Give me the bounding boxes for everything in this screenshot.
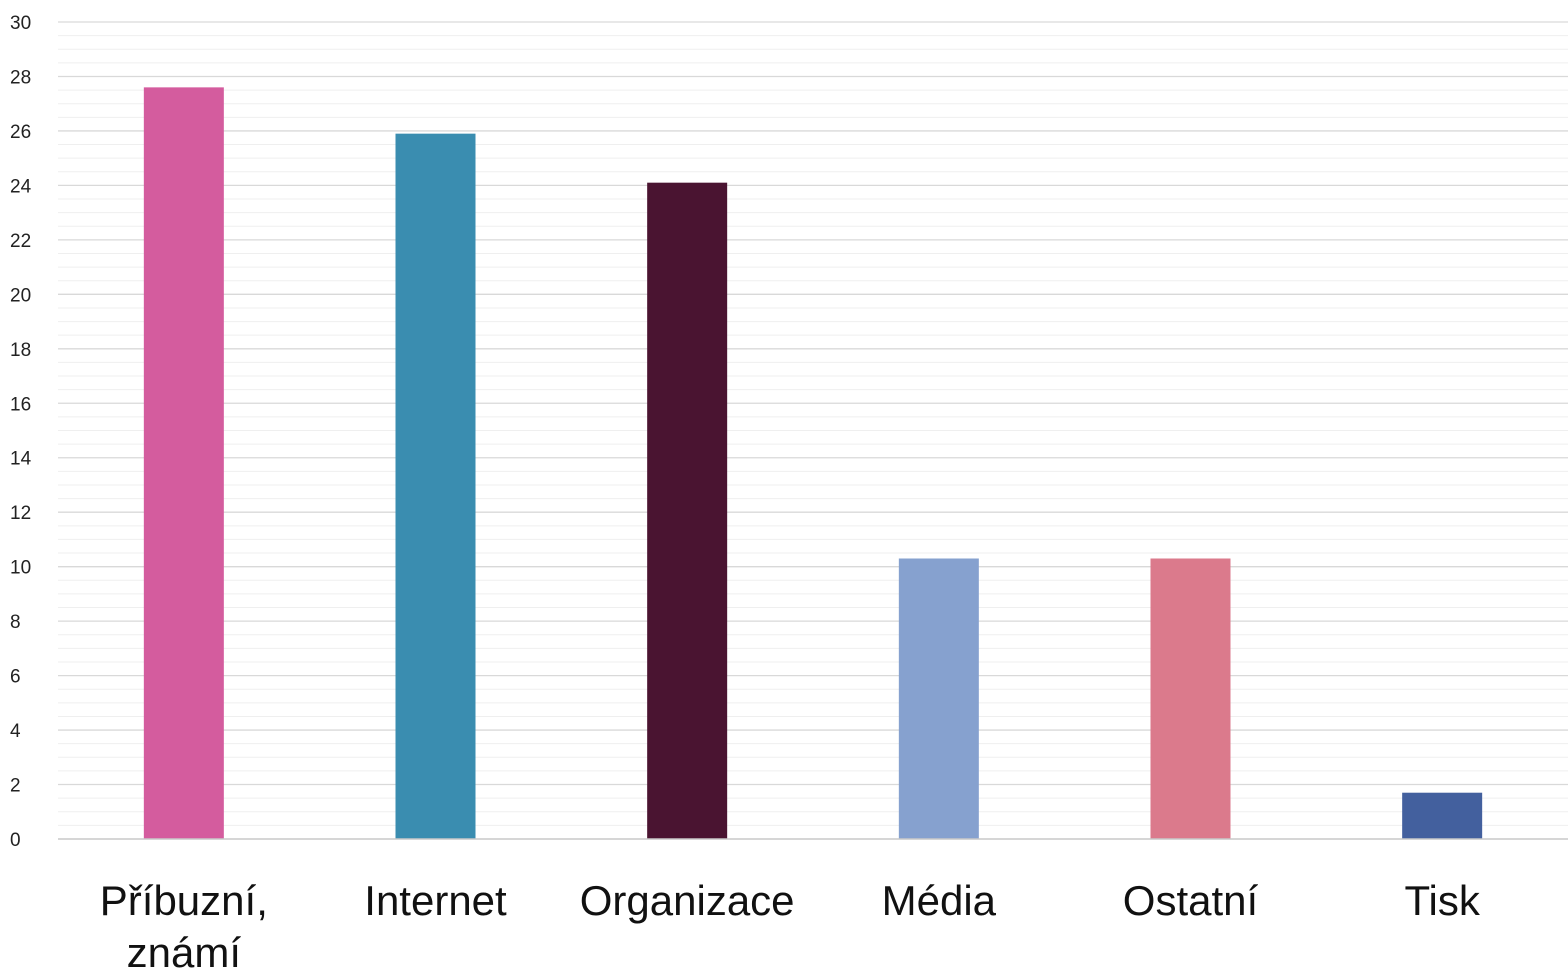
y-tick-label: 18 <box>10 340 31 361</box>
bar <box>1150 558 1231 839</box>
y-tick-label: 24 <box>10 176 32 197</box>
bar <box>647 182 728 840</box>
y-tick-label: 2 <box>10 776 21 797</box>
y-tick-label: 16 <box>10 394 31 415</box>
y-tick-label: 20 <box>10 285 31 306</box>
major-gridlines <box>58 21 1568 786</box>
y-tick-label: 4 <box>10 721 21 742</box>
y-tick-label: 6 <box>10 667 21 688</box>
x-category-label: Organizace <box>580 877 795 924</box>
y-tick-label: 28 <box>10 67 31 88</box>
y-tick-label: 8 <box>10 612 21 633</box>
x-axis-category-labels: Příbuzní, známí Internet Organizace Média Ost… <box>100 877 1481 973</box>
y-tick-label: 0 <box>10 830 21 851</box>
bar <box>143 87 224 840</box>
x-category-label: Příbuzní, známí <box>100 877 268 973</box>
x-category-label: Internet <box>364 877 507 924</box>
minor-gridlines <box>58 35 1568 826</box>
bar <box>898 558 979 839</box>
y-tick-label: 12 <box>10 503 31 524</box>
bars <box>143 87 1483 840</box>
y-tick-label: 14 <box>10 449 32 470</box>
x-category-label: Ostatní <box>1123 877 1259 924</box>
y-tick-label: 30 <box>10 13 31 34</box>
x-category-label: Tisk <box>1404 877 1480 924</box>
y-tick-label: 22 <box>10 231 31 252</box>
x-category-label: Média <box>882 877 997 924</box>
bar <box>395 133 476 839</box>
y-tick-label: 10 <box>10 558 31 579</box>
y-tick-label: 26 <box>10 122 31 143</box>
bar <box>1402 792 1483 839</box>
